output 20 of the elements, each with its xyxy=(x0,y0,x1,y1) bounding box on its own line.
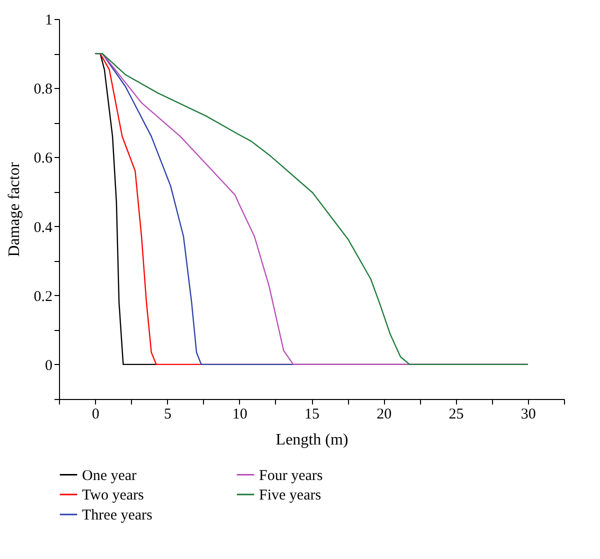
y-tick-label: 0.4 xyxy=(34,220,53,236)
x-tick-label: 5 xyxy=(164,406,172,422)
legend-label: Three years xyxy=(82,508,153,524)
x-tick-label: 10 xyxy=(232,406,248,422)
y-axis-title: Damage factor xyxy=(6,162,23,257)
y-tick-label: 0.6 xyxy=(34,150,53,167)
x-tick-label: 15 xyxy=(304,406,320,422)
x-tick-label: 0 xyxy=(92,406,100,422)
legend-label: Two years xyxy=(82,488,144,504)
y-tick-label: 1 xyxy=(45,12,52,28)
legend-label: Four years xyxy=(259,468,323,484)
x-tick-label: 20 xyxy=(376,406,392,422)
x-tick-label: 30 xyxy=(520,406,536,422)
legend-label: Five years xyxy=(259,488,322,504)
y-tick-label: 0.8 xyxy=(34,82,52,98)
x-axis-title: Length (m) xyxy=(276,432,348,448)
y-tick-label: 0.2 xyxy=(34,288,52,305)
y-tick-label: 0 xyxy=(45,358,52,374)
x-tick-label: 25 xyxy=(448,406,464,422)
legend-label: One year xyxy=(82,468,137,484)
